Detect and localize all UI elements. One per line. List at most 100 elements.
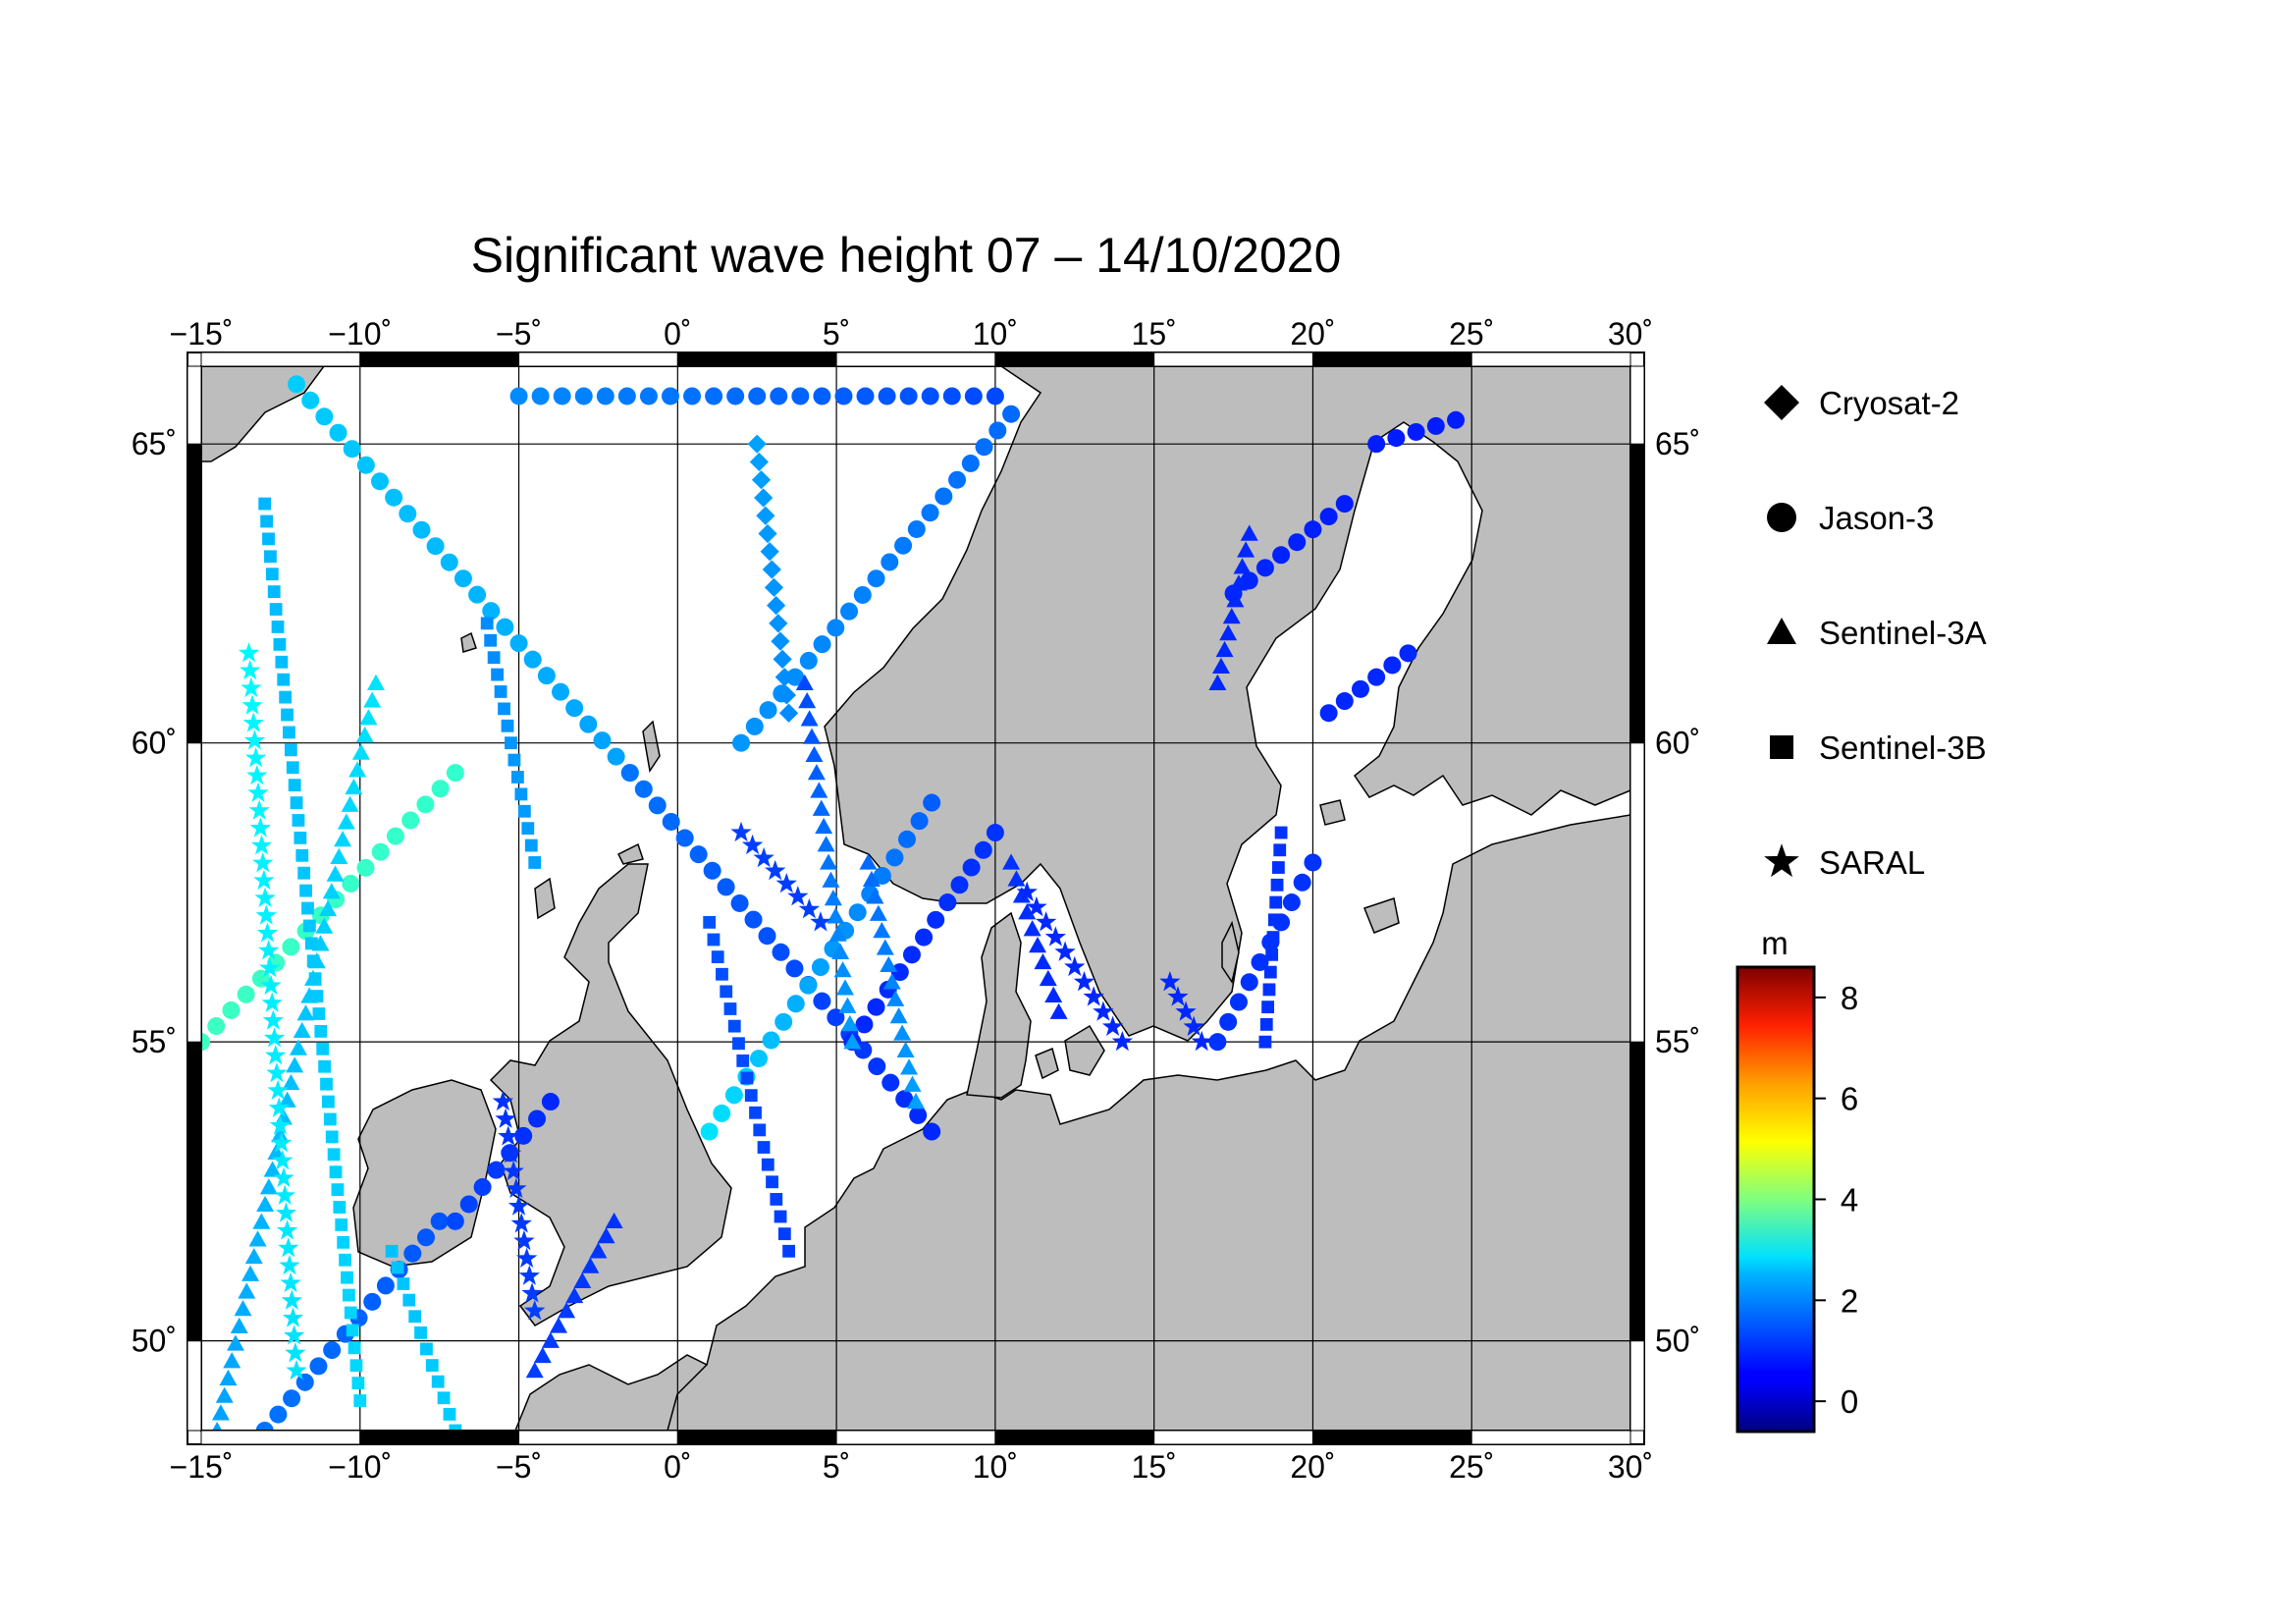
square-point xyxy=(761,1158,774,1171)
square-point xyxy=(271,621,285,633)
circle-point xyxy=(703,861,721,880)
triangle-point xyxy=(296,1004,315,1021)
circle-point xyxy=(416,795,435,814)
triangle-point xyxy=(859,853,878,870)
star-point xyxy=(278,1237,299,1258)
star-point xyxy=(250,835,273,855)
diamond-point xyxy=(749,452,769,472)
circle-point xyxy=(1219,1012,1238,1031)
square-point xyxy=(349,1359,363,1373)
shetland-land xyxy=(642,720,661,773)
star-point xyxy=(267,1079,289,1101)
circle-point xyxy=(774,1012,793,1031)
lat-tick-label-right: 55˚ xyxy=(1655,1024,1700,1059)
square-point xyxy=(749,1106,762,1119)
square-point xyxy=(757,1141,771,1154)
border-block-left xyxy=(187,1041,202,1342)
circle-point xyxy=(890,963,909,982)
square-point xyxy=(331,1183,345,1197)
circle-point xyxy=(430,1212,449,1230)
star-point xyxy=(798,898,821,919)
circle-point xyxy=(541,1093,560,1111)
series-cryosat-2 xyxy=(747,434,799,723)
lat-tick-label-right: 65˚ xyxy=(1655,426,1700,461)
triangle-point xyxy=(215,1386,234,1403)
circle-point xyxy=(750,1050,769,1068)
star-point xyxy=(787,886,809,906)
lat-tick-label-left: 55˚ xyxy=(132,1024,177,1059)
circle-point xyxy=(713,1104,731,1122)
star-point xyxy=(259,956,281,978)
circle-point xyxy=(867,569,885,588)
circle-point xyxy=(1288,533,1307,552)
square-point xyxy=(292,814,305,827)
triangle-point xyxy=(1219,624,1238,641)
series-saral xyxy=(238,642,1212,1380)
circle-point xyxy=(988,421,1007,440)
star-point xyxy=(249,817,272,838)
star-point xyxy=(256,922,279,943)
triangle-point xyxy=(234,1300,252,1317)
square-point xyxy=(281,708,294,722)
border-block-top xyxy=(994,352,1155,367)
triangle-point xyxy=(366,674,385,690)
square-point xyxy=(279,690,293,704)
diamond-point xyxy=(771,631,790,651)
square-point xyxy=(295,848,309,862)
square-point xyxy=(431,1375,445,1388)
border-block-top xyxy=(1153,352,1313,367)
square-point xyxy=(283,726,295,739)
triangle-point xyxy=(807,764,826,781)
circle-point xyxy=(1229,993,1248,1011)
lat-tick-label-left: 60˚ xyxy=(132,726,177,761)
triangle-point xyxy=(244,1247,263,1265)
triangle-point xyxy=(889,1007,908,1024)
circle-point xyxy=(201,1033,210,1052)
circle-point xyxy=(730,893,749,912)
square-point xyxy=(1267,913,1281,927)
triangle-point xyxy=(1215,640,1234,658)
circle-point xyxy=(537,667,556,685)
star-point xyxy=(741,834,764,855)
triangle-point xyxy=(900,1058,919,1075)
lat-tick-label-right: 50˚ xyxy=(1655,1324,1700,1359)
circle-point xyxy=(811,958,829,977)
star-point xyxy=(257,940,280,960)
lon-tick-label-top: 5˚ xyxy=(823,316,850,352)
triangle-point xyxy=(581,1257,600,1273)
circle-point xyxy=(856,387,875,406)
circle-point xyxy=(923,793,941,812)
square-point xyxy=(727,1019,741,1033)
circle-point xyxy=(873,866,891,885)
circle-point xyxy=(1208,1033,1227,1052)
circle-point xyxy=(915,928,934,947)
square-point xyxy=(339,1253,351,1267)
circle-point xyxy=(509,387,528,406)
square-point xyxy=(1273,843,1287,857)
diamond-point xyxy=(756,506,775,525)
square-point xyxy=(487,651,501,665)
triangle-point xyxy=(278,1091,296,1108)
circle-point xyxy=(620,764,639,783)
circle-point xyxy=(700,1122,719,1141)
circle-point xyxy=(446,1212,464,1230)
square-legend-symbol xyxy=(1770,735,1793,759)
triangle-point xyxy=(873,922,891,939)
star-point xyxy=(730,821,752,842)
square-point xyxy=(1263,965,1277,979)
circle-point xyxy=(1387,429,1406,448)
star-point xyxy=(1101,1015,1124,1037)
circle-point xyxy=(986,387,1004,406)
circle-point xyxy=(878,387,896,406)
star-point xyxy=(1016,881,1038,902)
triangle-point xyxy=(211,1404,230,1421)
triangle-point xyxy=(315,917,334,934)
border-block-top xyxy=(835,352,996,367)
circle-point xyxy=(1399,644,1417,663)
circle-point xyxy=(1255,559,1274,577)
square-point xyxy=(766,1175,778,1189)
star-point xyxy=(260,974,282,996)
star-point xyxy=(1093,1001,1114,1021)
square-point xyxy=(732,1037,745,1051)
star-point xyxy=(240,676,262,698)
